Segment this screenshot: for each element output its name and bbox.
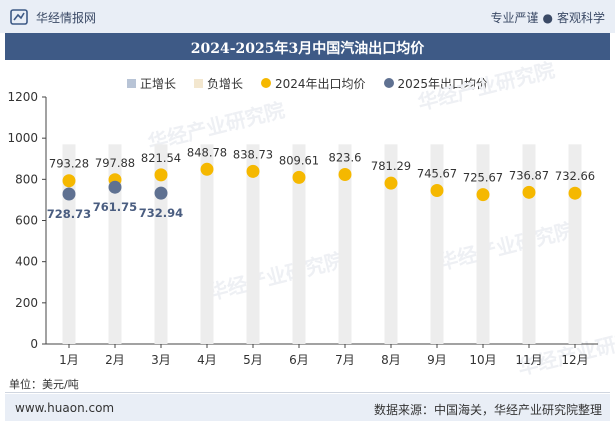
tagline-left: 专业严谨 (490, 11, 539, 25)
point-2025 (154, 186, 168, 200)
background-bar (338, 144, 352, 344)
chart-title: 2024-2025年3月中国汽油出口均价 (190, 41, 425, 57)
background-bar (246, 144, 260, 344)
data-label-2024: 823.6 (329, 150, 362, 164)
footer-source: 数据来源：中国海关，华经产业研究院整理 (373, 403, 602, 417)
data-label-2024: 838.73 (233, 147, 273, 161)
legend-item-positive: 正增长 (126, 75, 176, 91)
x-tick-label: 2月 (105, 353, 125, 367)
x-tick-label: 8月 (381, 353, 401, 367)
data-label-2024: 848.78 (187, 145, 227, 159)
legend-item-2025: 2025年出口均价 (383, 75, 489, 91)
unit-label: 单位：美元/吨 (9, 378, 79, 391)
point-2024 (246, 164, 260, 178)
data-label-2025: 732.94 (139, 206, 183, 220)
point-2024 (568, 186, 582, 200)
y-tick-label: 0 (30, 337, 38, 351)
site-name: 华经情报网 (36, 11, 97, 25)
legend-label-2025: 2025年出口均价 (397, 76, 489, 91)
background-bar (384, 144, 398, 344)
data-label-2024: 736.87 (509, 168, 549, 182)
point-2024 (430, 184, 444, 198)
data-label-2024: 745.67 (417, 167, 457, 181)
background-bar (200, 144, 214, 344)
legend: 正增长 负增长 2024年出口均价 2025年出口均价 (0, 75, 615, 91)
legend-swatch-positive (126, 78, 136, 88)
data-label-2024: 725.67 (463, 171, 503, 185)
header-bar: 华经情报网 专业严谨 ● 客观科学 (0, 0, 615, 33)
point-2025 (108, 180, 122, 194)
y-tick-label: 1000 (7, 131, 38, 145)
legend-swatch-2025 (383, 78, 394, 88)
point-2025 (62, 187, 76, 201)
x-tick-label: 10月 (469, 353, 496, 367)
data-label-2024: 797.88 (95, 156, 135, 170)
y-tick-label: 200 (15, 296, 38, 310)
data-label-2024: 793.28 (49, 157, 89, 171)
x-tick-label: 3月 (151, 353, 171, 367)
watermark-text: 华经产业研究院 (435, 218, 577, 275)
y-tick-label: 800 (15, 172, 38, 186)
y-tick-label: 1200 (7, 90, 38, 104)
legend-item-2024: 2024年出口均价 (260, 75, 366, 91)
data-label-2024: 809.61 (279, 153, 319, 167)
legend-label-positive: 正增长 (139, 76, 176, 91)
point-2024 (154, 168, 168, 182)
footer-url: www.huaon.com (15, 401, 115, 415)
point-2024 (292, 170, 306, 184)
data-label-2024: 732.66 (555, 169, 595, 183)
point-2024 (522, 185, 536, 199)
legend-label-negative: 负增长 (206, 76, 243, 91)
x-tick-label: 4月 (197, 353, 217, 367)
y-tick-label: 600 (15, 214, 38, 228)
legend-swatch-negative (193, 78, 203, 88)
data-label-2024: 781.29 (371, 159, 411, 173)
data-label-2025: 728.73 (47, 207, 91, 221)
point-2024 (476, 188, 490, 202)
legend-swatch-2024 (260, 78, 271, 88)
legend-item-negative: 负增长 (193, 75, 243, 91)
background-bar (292, 144, 306, 344)
data-label-2025: 761.75 (93, 200, 137, 214)
tagline: 专业严谨 ● 客观科学 (490, 9, 605, 26)
x-tick-label: 1月 (59, 353, 79, 367)
point-2024 (62, 174, 76, 188)
background-bar (108, 144, 122, 344)
x-tick-label: 7月 (335, 353, 355, 367)
x-tick-label: 9月 (427, 353, 447, 367)
x-tick-label: 11月 (515, 353, 542, 367)
x-tick-label: 6月 (289, 353, 309, 367)
watermark-text: 华经产业研究院 (415, 58, 557, 115)
y-tick-label: 400 (15, 255, 38, 269)
footer-bar: www.huaon.com 数据来源：中国海关，华经产业研究院整理 (5, 394, 610, 421)
point-2024 (338, 167, 352, 181)
point-2024 (200, 162, 214, 176)
legend-label-2024: 2024年出口均价 (274, 76, 366, 91)
title-bar: 2024-2025年3月中国汽油出口均价 (5, 33, 610, 60)
footer-divider (5, 392, 610, 393)
x-tick-label: 5月 (243, 353, 263, 367)
x-tick-label: 12月 (561, 353, 588, 367)
point-2024 (384, 176, 398, 190)
tagline-right: 客观科学 (556, 11, 605, 25)
bullet-icon: ● (542, 11, 553, 25)
data-label-2024: 821.54 (141, 151, 181, 165)
watermark-text: 华经产业研究院 (205, 248, 347, 305)
logo-icon (10, 9, 28, 25)
